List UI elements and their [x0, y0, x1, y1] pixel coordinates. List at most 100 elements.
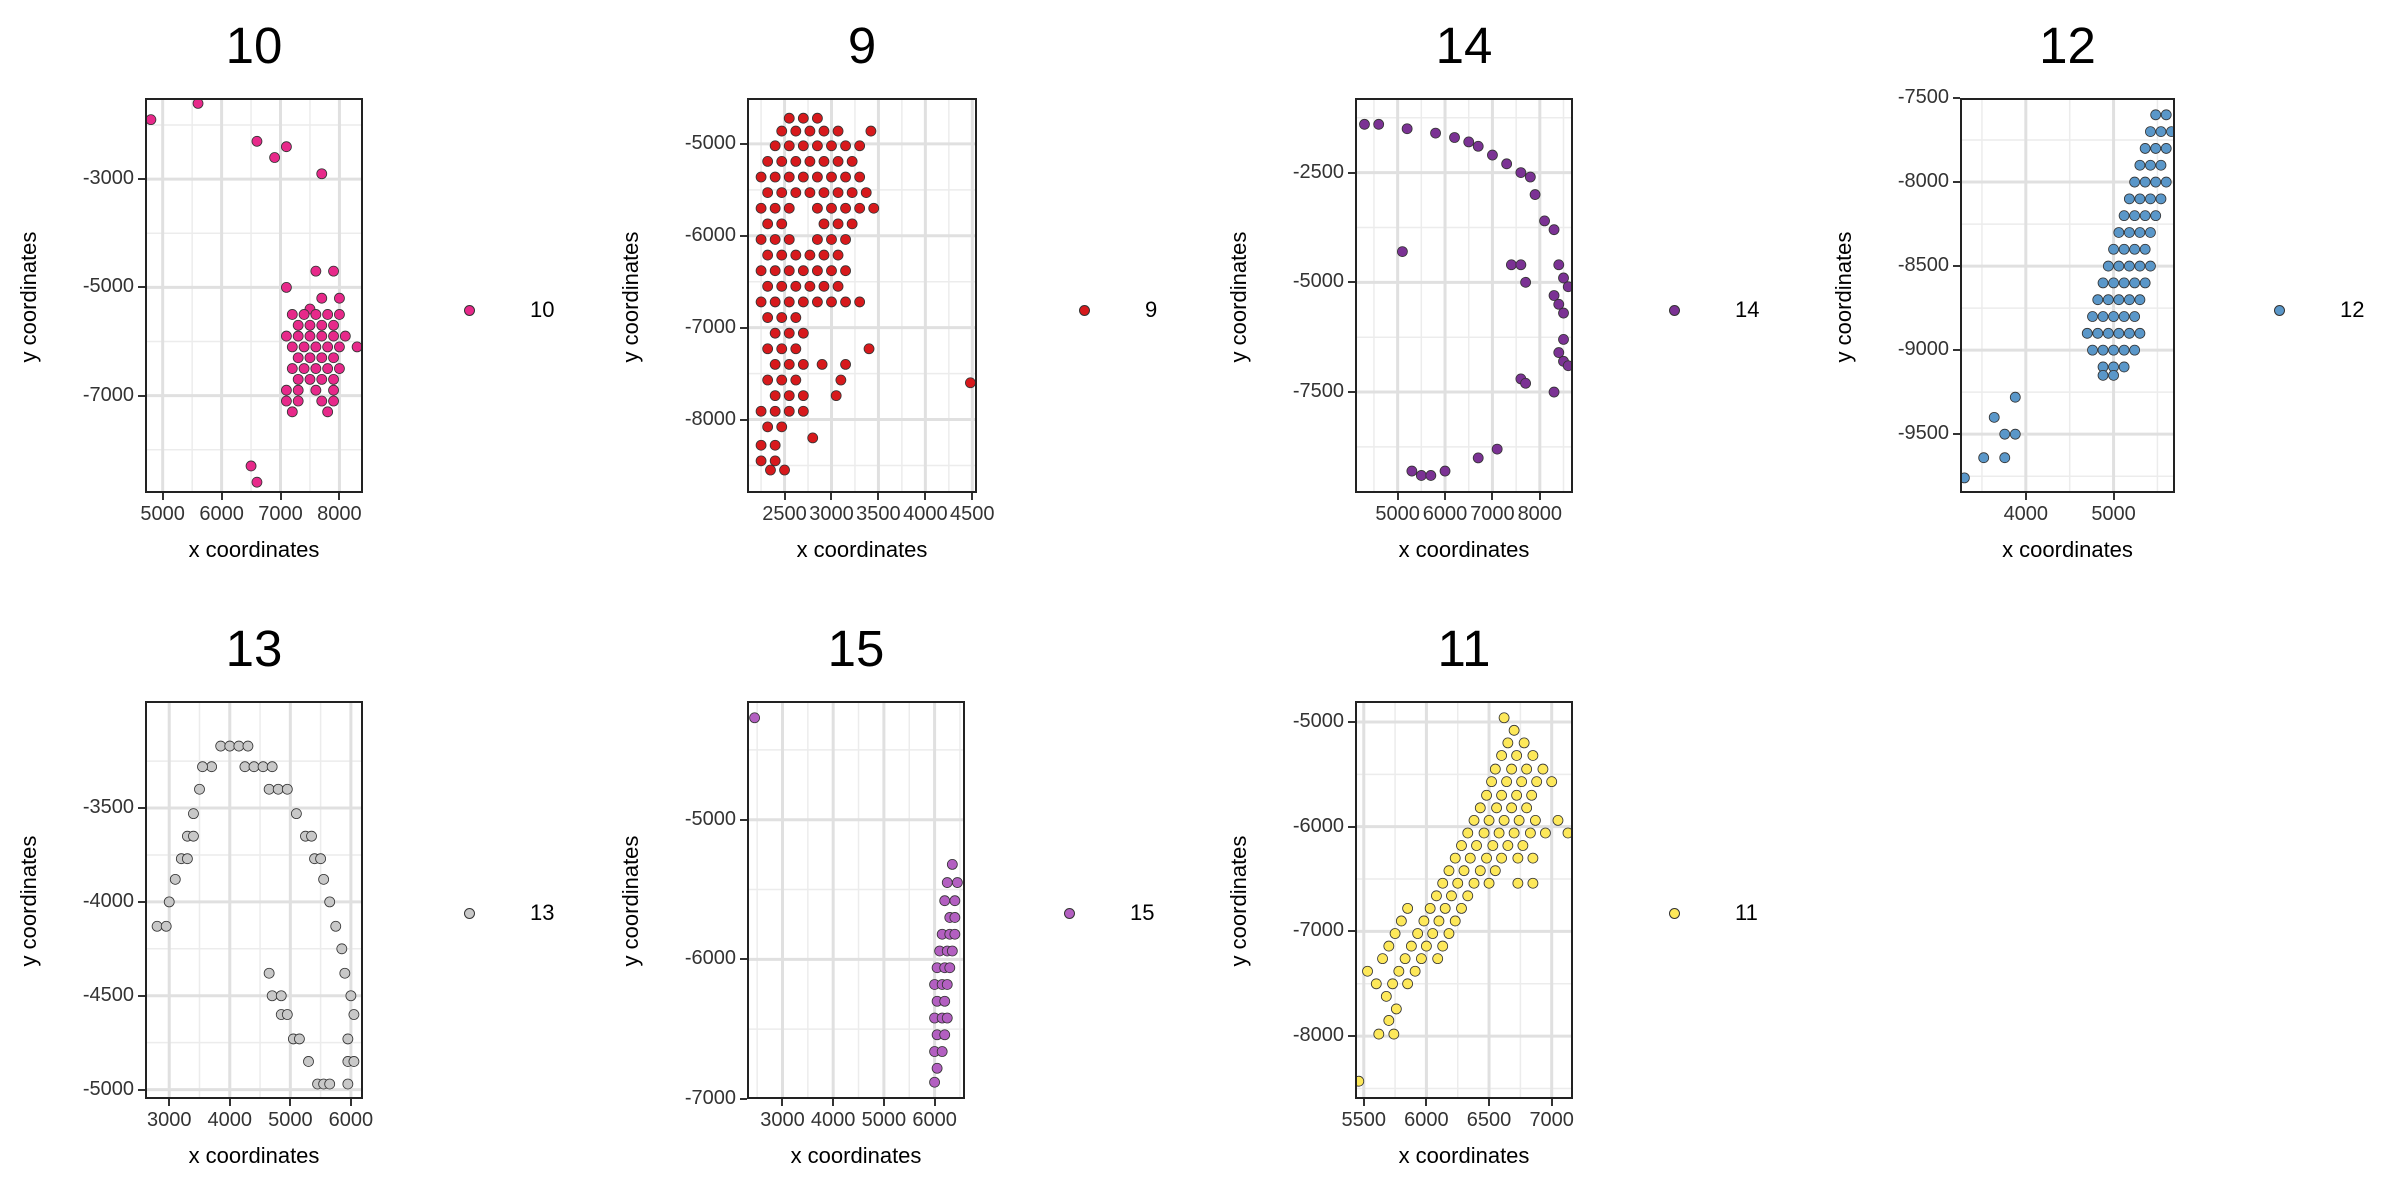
data-point — [783, 265, 795, 277]
plot-area — [1960, 98, 2175, 493]
data-point — [2108, 344, 2119, 356]
x-tick-mark — [289, 1099, 292, 1106]
data-point — [776, 187, 788, 199]
data-point — [863, 343, 875, 355]
y-tick-label: -5000 — [82, 1077, 134, 1100]
data-point — [1462, 890, 1474, 902]
data-point — [846, 187, 858, 199]
data-point — [2139, 143, 2151, 154]
data-point — [342, 1078, 354, 1090]
data-point — [1383, 1015, 1395, 1026]
y-axis-label: y coordinates — [618, 835, 643, 967]
data-point — [322, 341, 334, 353]
x-tick-mark — [1362, 1099, 1365, 1106]
data-point — [2150, 109, 2162, 121]
data-point — [316, 292, 328, 304]
y-tick-label: -5000 — [684, 131, 736, 154]
data-point — [1474, 865, 1486, 877]
data-point — [1472, 452, 1484, 464]
y-tick-mark — [740, 234, 747, 237]
data-point — [1439, 465, 1451, 477]
data-point — [1562, 281, 1573, 293]
data-point — [840, 265, 851, 277]
data-point — [292, 330, 304, 342]
plot-frame — [1355, 701, 1573, 1099]
y-tick-label: -6000 — [684, 947, 736, 970]
y-tick-mark — [1953, 181, 1960, 184]
data-point — [272, 783, 284, 795]
legend-marker — [1669, 908, 1680, 919]
data-point — [755, 202, 767, 214]
data-point — [769, 327, 781, 339]
x-tick-mark — [279, 493, 282, 500]
data-point — [762, 249, 774, 261]
data-point — [832, 218, 844, 230]
data-point — [832, 249, 844, 261]
y-tick-mark — [740, 958, 747, 961]
chart-title: 12 — [2039, 17, 2096, 74]
data-point — [797, 327, 809, 339]
data-point — [1516, 776, 1528, 788]
data-point — [797, 358, 809, 370]
data-point — [762, 280, 774, 292]
data-point — [951, 877, 963, 888]
plot-area — [145, 701, 363, 1099]
data-point — [292, 384, 304, 396]
data-point — [1548, 290, 1560, 301]
data-point — [769, 390, 781, 402]
data-point — [2129, 311, 2141, 322]
data-point — [1383, 940, 1395, 952]
y-tick-mark — [138, 900, 145, 903]
data-point — [1405, 940, 1417, 952]
data-point — [1464, 852, 1476, 864]
data-point — [2102, 260, 2114, 272]
data-point — [804, 249, 816, 261]
data-point — [1506, 802, 1518, 814]
data-point — [1402, 978, 1414, 990]
y-tick-mark — [138, 394, 145, 397]
data-point — [1491, 802, 1502, 814]
data-point — [348, 1056, 360, 1067]
data-point — [941, 877, 953, 888]
data-point — [316, 319, 328, 331]
data-point — [776, 125, 788, 137]
data-point — [755, 455, 767, 467]
legend-label: 9 — [1145, 297, 1158, 322]
data-point — [812, 234, 823, 245]
data-point — [1431, 890, 1442, 902]
data-point — [281, 384, 292, 396]
data-point — [790, 125, 802, 137]
data-point — [2160, 109, 2172, 121]
data-point — [1496, 750, 1507, 761]
data-point — [776, 343, 788, 355]
y-tick-label: -5000 — [684, 807, 736, 830]
data-point — [245, 460, 257, 472]
plot-frame — [145, 98, 363, 493]
data-point — [330, 920, 342, 932]
data-point — [1486, 776, 1497, 788]
data-point — [336, 943, 348, 955]
data-point — [188, 830, 199, 842]
data-point — [2145, 227, 2156, 238]
data-point — [294, 1033, 305, 1045]
legend-marker — [464, 305, 475, 316]
data-point — [1443, 928, 1455, 939]
data-point — [846, 218, 858, 230]
data-point — [1452, 877, 1464, 889]
data-point — [2155, 126, 2167, 138]
data-point — [2102, 327, 2114, 339]
data-point — [1553, 347, 1565, 358]
data-point — [797, 296, 809, 308]
data-point — [783, 112, 795, 124]
data-point — [1960, 472, 1970, 484]
data-point — [316, 395, 328, 407]
legend-label: 15 — [1130, 900, 1155, 925]
data-point — [762, 421, 774, 433]
y-tick-label: -6000 — [1292, 814, 1344, 837]
data-point — [145, 114, 157, 126]
data-point — [322, 363, 334, 374]
data-point — [1562, 360, 1573, 372]
data-point — [1421, 940, 1432, 952]
data-point — [2118, 344, 2130, 356]
data-point — [304, 319, 316, 331]
